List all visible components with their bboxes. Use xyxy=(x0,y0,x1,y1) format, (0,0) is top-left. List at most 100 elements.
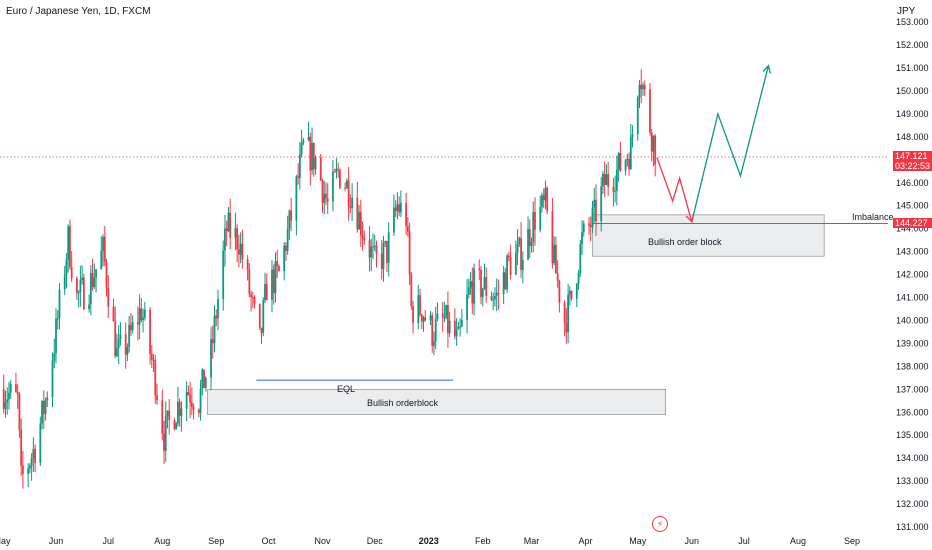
candle-body xyxy=(602,174,604,187)
candle-body xyxy=(370,246,373,258)
price-axis[interactable]: 131.000 132.000 133.000 134.000 135.000 136.0… xyxy=(896,17,929,532)
candle-body xyxy=(27,468,30,474)
current-price-value: 147.121 xyxy=(895,151,928,161)
candle-body xyxy=(539,207,542,230)
candle-body xyxy=(77,292,80,294)
candles xyxy=(2,69,657,489)
candle-body xyxy=(295,176,298,221)
chart-title: Euro / Japanese Yen, 1D, FXCM xyxy=(6,6,151,17)
candle-body xyxy=(546,187,549,212)
time-axis[interactable]: May Jun Jul Aug Sep Oct Nov Dec 2023 Feb Mar Apr May… xyxy=(0,536,860,546)
candle-body xyxy=(314,157,317,170)
projection-up-path xyxy=(691,65,770,222)
y-tick-label: 145.000 xyxy=(896,201,929,211)
candle-body xyxy=(260,327,263,333)
candle-body xyxy=(447,305,449,334)
candle-body xyxy=(185,392,188,409)
candle-body xyxy=(187,392,190,395)
candle-body xyxy=(28,465,31,469)
candle-body xyxy=(514,252,517,275)
candle-body xyxy=(325,193,327,199)
candle-body xyxy=(344,188,347,190)
candle-body xyxy=(309,136,312,171)
x-tick-label: 2023 xyxy=(419,536,439,546)
candle-body xyxy=(248,269,251,295)
candle-body xyxy=(588,223,590,226)
y-tick-label: 135.000 xyxy=(896,430,929,440)
candle-body xyxy=(431,315,434,346)
candle-body xyxy=(399,202,402,213)
candle-body xyxy=(258,303,261,328)
candle-body xyxy=(412,306,414,323)
candle-body xyxy=(180,408,183,416)
y-tick-label: 148.000 xyxy=(896,132,929,142)
candle-body xyxy=(190,402,193,407)
candle-body xyxy=(142,317,144,321)
candle-body xyxy=(555,244,557,274)
candle-body xyxy=(201,369,204,389)
candle-body xyxy=(424,317,427,321)
candle-body xyxy=(335,168,338,172)
candle-body xyxy=(300,143,303,155)
order-block-upper-label: Bullish order block xyxy=(648,237,722,247)
candle-body xyxy=(211,339,214,344)
candle-body xyxy=(605,174,608,185)
candle-body xyxy=(70,267,73,279)
candle-body xyxy=(612,186,615,192)
flash-icon[interactable]: ⚡ xyxy=(652,516,668,532)
candle-body xyxy=(504,272,507,290)
level-price-tag: 144.227 xyxy=(893,218,932,228)
candle-body xyxy=(497,292,500,294)
candle-body xyxy=(271,269,273,301)
candle-body xyxy=(79,280,82,293)
candle-body xyxy=(136,322,139,325)
candle-body xyxy=(224,228,226,251)
candle-body xyxy=(166,410,169,417)
candle-body xyxy=(114,321,117,357)
candle-body xyxy=(652,135,655,152)
candle-body xyxy=(624,160,627,171)
candle-body xyxy=(312,142,315,170)
candle-body xyxy=(516,243,519,253)
candle-body xyxy=(332,171,334,202)
x-tick-label: Jun xyxy=(49,536,64,546)
candle-body xyxy=(42,401,45,415)
candle-body xyxy=(241,243,244,260)
candle-body xyxy=(128,324,131,348)
candle-body xyxy=(638,84,641,98)
candle-body xyxy=(237,249,240,255)
candle-body xyxy=(509,256,512,275)
candle-body xyxy=(173,420,176,430)
candle-body xyxy=(8,392,10,400)
candle-body xyxy=(210,339,212,378)
candle-body xyxy=(168,410,171,421)
candle-body xyxy=(253,297,256,304)
order-block-lower-label: Bullish orderblock xyxy=(367,398,439,408)
candle-body xyxy=(156,395,158,401)
x-tick-label: Jul xyxy=(102,536,114,546)
candle-body xyxy=(518,237,521,244)
candle-body xyxy=(368,240,371,258)
candle-body xyxy=(490,296,493,300)
x-tick-label: Sep xyxy=(208,536,224,546)
candle-body xyxy=(448,320,451,334)
candle-body xyxy=(337,168,340,170)
candle-body xyxy=(44,400,47,415)
candle-body xyxy=(323,193,326,203)
candle-body xyxy=(551,211,554,264)
candle-body xyxy=(629,137,632,170)
candle-body xyxy=(471,281,474,304)
candle-body xyxy=(6,399,9,403)
candle-body xyxy=(288,210,291,229)
candle-body xyxy=(192,406,195,410)
candle-body xyxy=(521,259,524,270)
candle-body xyxy=(15,384,17,392)
candle-body xyxy=(361,234,364,238)
candle-body xyxy=(434,319,437,342)
candle-body xyxy=(544,187,547,201)
candle-body xyxy=(102,236,104,251)
candle-body xyxy=(433,341,435,346)
candle-body xyxy=(285,245,287,251)
candle-body xyxy=(617,153,620,170)
